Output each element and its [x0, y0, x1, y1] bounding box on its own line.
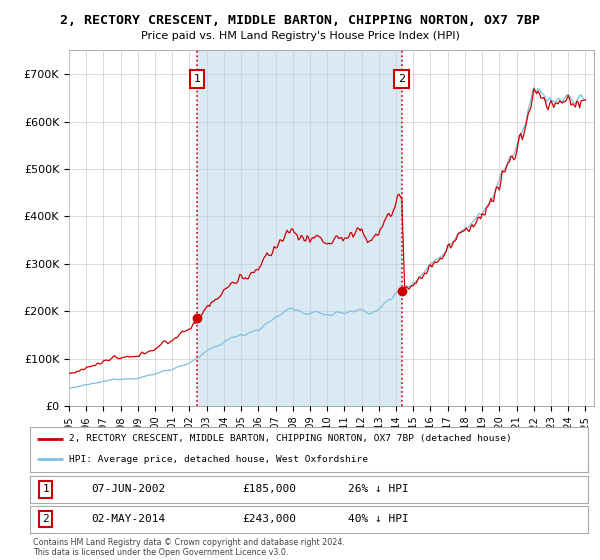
Text: 2, RECTORY CRESCENT, MIDDLE BARTON, CHIPPING NORTON, OX7 7BP: 2, RECTORY CRESCENT, MIDDLE BARTON, CHIP… — [60, 14, 540, 27]
Text: 2: 2 — [42, 514, 49, 524]
Text: Contains HM Land Registry data © Crown copyright and database right 2024.
This d: Contains HM Land Registry data © Crown c… — [33, 538, 345, 557]
Text: HPI: Average price, detached house, West Oxfordshire: HPI: Average price, detached house, West… — [69, 455, 368, 464]
Text: £185,000: £185,000 — [242, 484, 296, 494]
Text: Price paid vs. HM Land Registry's House Price Index (HPI): Price paid vs. HM Land Registry's House … — [140, 31, 460, 41]
Text: 1: 1 — [42, 484, 49, 494]
Text: 02-MAY-2014: 02-MAY-2014 — [91, 514, 166, 524]
Text: 40% ↓ HPI: 40% ↓ HPI — [348, 514, 409, 524]
Text: 2: 2 — [398, 74, 406, 84]
Text: 07-JUN-2002: 07-JUN-2002 — [91, 484, 166, 494]
Text: 1: 1 — [194, 74, 200, 84]
Text: 26% ↓ HPI: 26% ↓ HPI — [348, 484, 409, 494]
Bar — [197, 50, 402, 406]
Text: £243,000: £243,000 — [242, 514, 296, 524]
Text: 2, RECTORY CRESCENT, MIDDLE BARTON, CHIPPING NORTON, OX7 7BP (detached house): 2, RECTORY CRESCENT, MIDDLE BARTON, CHIP… — [69, 435, 512, 444]
